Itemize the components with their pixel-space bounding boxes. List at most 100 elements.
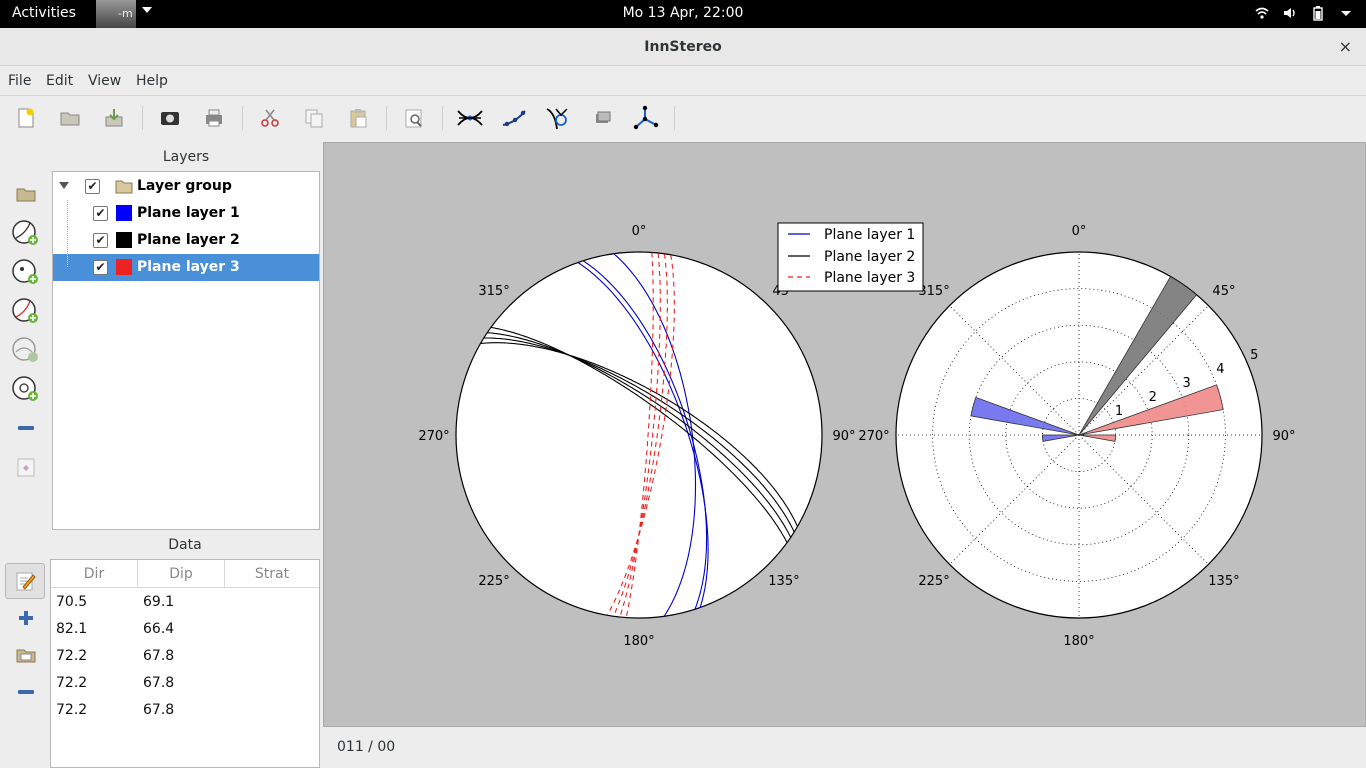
small-circle-icon[interactable] [544, 104, 572, 132]
rose-bars [970, 275, 1224, 442]
layer-row-3[interactable]: ✔ Plane layer 3 [53, 254, 319, 281]
app-icon-label: -m [118, 7, 133, 20]
menu-help[interactable]: Help [136, 73, 168, 89]
add-fault-layer-icon[interactable] [8, 293, 44, 329]
great-circles [480, 252, 798, 618]
layer-properties-icon[interactable] [8, 449, 44, 485]
layer-1-color-swatch [116, 205, 132, 221]
layer-3-color-swatch [116, 259, 132, 275]
app-icon[interactable] [96, 0, 136, 28]
great-circle-layer2 [487, 332, 792, 538]
cell-dip[interactable]: 66.4 [143, 621, 175, 637]
copy-icon[interactable] [300, 104, 328, 132]
layer-2-checkbox[interactable]: ✔ [93, 233, 108, 248]
add-layer-group-icon[interactable] [8, 176, 44, 212]
rose-grid-spoke [949, 305, 1080, 436]
layer-tools-sidebar [0, 142, 52, 768]
add-row-icon[interactable] [8, 600, 44, 636]
layer-row-1[interactable]: ✔ Plane layer 1 [53, 200, 319, 227]
cell-dip[interactable]: 67.8 [143, 702, 175, 718]
layer-3-checkbox[interactable]: ✔ [93, 260, 108, 275]
app-menu-arrow-icon[interactable] [142, 7, 152, 13]
layers-tree[interactable]: ✔ Layer group ✔ Plane layer 1 ✔ Plane la… [52, 171, 320, 530]
great-circle-layer1 [577, 262, 709, 608]
window-title: InnStereo [644, 39, 722, 55]
import-data-icon[interactable] [8, 637, 44, 673]
expander-arrow-icon[interactable] [59, 182, 69, 190]
great-circle-layer1 [582, 260, 708, 610]
layer-group-checkbox[interactable]: ✔ [85, 179, 100, 194]
add-plane-layer-icon[interactable] [8, 215, 44, 251]
statusbar: 011 / 00 [323, 728, 1366, 768]
system-tray[interactable] [1254, 5, 1354, 21]
layer-1-checkbox[interactable]: ✔ [93, 206, 108, 221]
plane-intersect-icon[interactable] [456, 104, 484, 132]
toolbar-separator [386, 106, 387, 130]
new-icon[interactable] [12, 104, 40, 132]
data-panel-title: Data [168, 537, 202, 553]
eigenvector-icon[interactable] [632, 104, 660, 132]
paste-icon[interactable] [344, 104, 372, 132]
plot-svg: 0° 45° 90° 135° 180° 225° 270° 315° 1 2 3 4 5 0° 45°… [418, 222, 1296, 649]
cell-dip[interactable]: 67.8 [143, 675, 175, 691]
fault-icon[interactable] [588, 104, 616, 132]
window-titlebar: InnStereo × [0, 28, 1366, 66]
tick-label: 180° [1063, 634, 1094, 649]
col-header-dip[interactable]: Dip [138, 560, 225, 588]
rose-diagram: 1 2 3 4 5 0° 45° 90° 135° 180° 225° 270° 315° [858, 224, 1295, 649]
layers-panel-title: Layers [162, 149, 210, 165]
screenshot-icon[interactable] [156, 104, 184, 132]
print-icon[interactable] [200, 104, 228, 132]
tick-label: 270° [858, 429, 889, 444]
legend-label-layer-1: Plane layer 1 [824, 227, 915, 243]
rose-bar [1078, 384, 1224, 436]
menu-view[interactable]: View [88, 73, 122, 89]
great-circle-layer3 [606, 254, 675, 616]
layer-group-row[interactable]: ✔ Layer group [53, 173, 319, 200]
wifi-icon [1254, 5, 1270, 21]
toolbar-separator [674, 106, 675, 130]
cell-dir[interactable]: 82.1 [56, 621, 88, 637]
cell-dip[interactable]: 69.1 [143, 594, 175, 610]
remove-layer-icon[interactable] [8, 410, 44, 446]
layer-row-2[interactable]: ✔ Plane layer 2 [53, 227, 319, 254]
rose-tick-labels: 0° 45° 90° 135° 180° 225° 270° 315° [858, 224, 1295, 649]
open-icon[interactable] [56, 104, 84, 132]
stereonet-tick-labels: 0°45°90°135°180°225°270°315° [418, 224, 855, 649]
cell-dir[interactable]: 72.2 [56, 675, 88, 691]
great-circle-layer2 [480, 342, 798, 527]
data-table[interactable]: Dir Dip Strat 70.5 69.1 82.1 66.4 72.2 6… [50, 559, 320, 768]
cell-dip[interactable]: 67.8 [143, 648, 175, 664]
add-smallcircle-layer-icon[interactable] [8, 332, 44, 368]
legend-label-layer-2: Plane layer 2 [824, 249, 915, 265]
system-menu-arrow-icon [1338, 5, 1354, 21]
add-linear-layer-icon[interactable] [8, 254, 44, 290]
col-header-dir[interactable]: Dir [51, 560, 138, 588]
layer-2-label: Plane layer 2 [137, 232, 240, 248]
cell-dir[interactable]: 70.5 [56, 594, 88, 610]
menu-edit[interactable]: Edit [46, 73, 74, 89]
tick-label: 90° [1272, 429, 1295, 444]
plot-canvas[interactable]: 0° 45° 90° 135° 180° 225° 270° 315° 1 2 3 4 5 0° 45°… [323, 142, 1366, 727]
rose-grid-spoke [1078, 434, 1209, 565]
cut-icon[interactable] [256, 104, 284, 132]
clock[interactable]: Mo 13 Apr, 22:00 [622, 5, 744, 21]
remove-row-icon[interactable] [8, 674, 44, 710]
cell-dir[interactable]: 72.2 [56, 648, 88, 664]
rose-grid: 1 2 3 4 5 [896, 252, 1262, 618]
col-header-strat[interactable]: Strat [225, 560, 319, 588]
tick-label: 315° [478, 284, 509, 299]
tick-label: 135° [768, 574, 799, 589]
add-eigenvector-layer-icon[interactable] [8, 371, 44, 407]
stereonet: 0°45°90°135°180°225°270°315° [418, 224, 855, 649]
menu-file[interactable]: File [8, 73, 32, 89]
close-icon[interactable]: × [1338, 37, 1352, 56]
activities-button[interactable]: Activities [12, 5, 76, 21]
linear-icon[interactable] [500, 104, 528, 132]
cell-dir[interactable]: 72.2 [56, 702, 88, 718]
tick-label: 225° [918, 574, 949, 589]
edit-data-icon[interactable] [5, 563, 45, 599]
rose-grid-circle [932, 288, 1226, 582]
properties-icon[interactable] [400, 104, 428, 132]
save-icon[interactable] [100, 104, 128, 132]
